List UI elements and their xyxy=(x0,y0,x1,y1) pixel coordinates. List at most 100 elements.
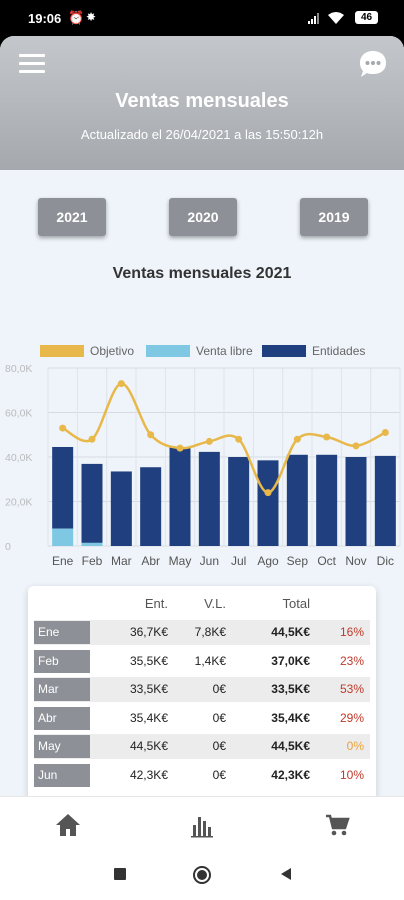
bar-entidades xyxy=(140,467,162,546)
vl-cell: 0€ xyxy=(212,767,226,782)
point-objetivo xyxy=(88,435,96,443)
bar-entidades xyxy=(316,454,338,546)
bug-icon: ✸ xyxy=(86,10,97,24)
total-cell: 37,0K€ xyxy=(271,653,310,668)
bar-entidades xyxy=(374,455,396,546)
table-row: Ene 36,7K€ 7,8K€ 44,5K€ 16% xyxy=(34,620,370,645)
point-objetivo xyxy=(293,435,301,443)
year-button-2020[interactable]: 2020 xyxy=(169,198,237,236)
vl-cell: 7,8K€ xyxy=(194,625,226,639)
total-cell: 44,5K€ xyxy=(271,625,310,639)
bar-entidades xyxy=(110,471,132,546)
legend-swatch xyxy=(40,345,84,357)
sales-chart: Objetivo Venta libre Entidades 0 20,0K 40,0K 6… xyxy=(5,344,401,568)
x-tick-label: Mar xyxy=(111,554,132,568)
table-header: Ent. V.L. Total xyxy=(28,596,376,614)
bar-entidades xyxy=(257,460,279,546)
point-objetivo xyxy=(235,435,243,443)
y-tick-label: 20,0K xyxy=(5,497,32,509)
year-button-2021[interactable]: 2021 xyxy=(38,198,106,236)
month-cell: Abr xyxy=(34,706,90,730)
month-cell: Jun xyxy=(34,763,90,787)
app-screen: Ventas mensuales Actualizado el 26/04/20… xyxy=(0,36,404,796)
total-cell: 44,5K€ xyxy=(271,739,310,753)
back-icon[interactable] xyxy=(279,867,293,881)
legend-swatch xyxy=(146,345,190,357)
header-vl: V.L. xyxy=(204,596,226,611)
system-navigation-bar xyxy=(0,854,404,900)
wifi-icon xyxy=(328,12,344,24)
point-objetivo xyxy=(205,437,213,445)
legend-label: Entidades xyxy=(312,344,365,358)
total-cell: 42,3K€ xyxy=(271,767,310,782)
battery-indicator: 46 xyxy=(355,11,378,24)
monthly-sales-table: Ent. V.L. Total Ene 36,7K€ 7,8K€ 44,5K€ 16% F… xyxy=(28,586,376,796)
header-total: Total xyxy=(282,596,310,611)
x-tick-label: Ago xyxy=(257,554,279,568)
bar-entidades xyxy=(81,463,103,543)
vl-cell: 1,4K€ xyxy=(194,653,226,668)
point-objetivo xyxy=(381,429,389,437)
last-updated-text: Actualizado el 26/04/2021 a las 15:50:12… xyxy=(80,127,324,142)
vl-cell: 0€ xyxy=(212,739,226,753)
point-objetivo xyxy=(117,380,125,388)
table-row: Feb 35,5K€ 1,4K€ 37,0K€ 23% xyxy=(34,649,370,674)
bar-entidades xyxy=(198,451,220,546)
y-tick-label: 80,0K xyxy=(5,363,32,375)
x-tick-label: Oct xyxy=(317,554,336,568)
point-objetivo xyxy=(352,442,360,450)
hamburger-menu-icon[interactable] xyxy=(19,54,45,74)
cart-icon[interactable] xyxy=(323,811,351,839)
header: Ventas mensuales Actualizado el 26/04/20… xyxy=(0,36,404,170)
point-objetivo xyxy=(176,444,184,452)
legend-label: Venta libre xyxy=(196,344,253,358)
point-objetivo xyxy=(323,433,331,441)
total-cell: 33,5K€ xyxy=(271,682,310,696)
ent-cell: 35,4K€ xyxy=(129,710,168,725)
month-cell: Feb xyxy=(34,649,90,673)
bar-entidades xyxy=(286,454,308,546)
x-tick-label: Nov xyxy=(345,554,366,568)
table-row: Jun 42,3K€ 0€ 42,3K€ 10% xyxy=(34,763,370,788)
month-cell: Ene xyxy=(34,621,90,644)
status-time: 19:06 xyxy=(28,11,62,26)
chat-bubble-icon[interactable] xyxy=(358,49,388,79)
x-tick-label: Jun xyxy=(200,554,219,568)
bar-entidades xyxy=(228,457,250,546)
x-tick-label: Dic xyxy=(377,554,394,568)
point-objetivo xyxy=(264,489,272,497)
year-button-2019[interactable]: 2019 xyxy=(300,198,368,236)
bar-venta-libre xyxy=(81,542,103,546)
percent-cell: 23% xyxy=(339,653,364,668)
bar-entidades xyxy=(52,446,74,529)
x-tick-label: Sep xyxy=(287,554,309,568)
ent-cell: 44,5K€ xyxy=(129,739,168,753)
bar-entidades xyxy=(169,446,191,546)
percent-cell: 10% xyxy=(339,767,364,782)
percent-cell: 29% xyxy=(339,710,364,725)
ent-cell: 35,5K€ xyxy=(129,653,168,668)
home-icon[interactable] xyxy=(54,811,82,839)
home-circle-icon[interactable] xyxy=(192,865,212,885)
month-cell: May xyxy=(34,735,90,758)
recent-apps-icon[interactable] xyxy=(113,867,127,881)
vl-cell: 0€ xyxy=(212,710,226,725)
x-tick-label: Ene xyxy=(52,554,74,568)
bar-venta-libre xyxy=(52,528,74,546)
table-row: Mar 33,5K€ 0€ 33,5K€ 53% xyxy=(34,677,370,702)
alarm-icon: ⏰ xyxy=(68,10,85,25)
month-cell: Mar xyxy=(34,678,90,701)
point-objetivo xyxy=(59,424,67,432)
x-tick-label: Jul xyxy=(231,554,246,568)
ent-cell: 36,7K€ xyxy=(129,625,168,639)
ent-cell: 42,3K€ xyxy=(129,767,168,782)
percent-cell: 0% xyxy=(346,739,364,753)
bar-chart-icon[interactable] xyxy=(189,811,217,839)
table-row: May 44,5K€ 0€ 44,5K€ 0% xyxy=(34,734,370,759)
y-tick-label: 0 xyxy=(5,541,11,553)
y-tick-label: 60,0K xyxy=(5,408,32,420)
signal-icon xyxy=(308,13,319,24)
y-tick-label: 40,0K xyxy=(5,452,32,464)
percent-cell: 53% xyxy=(339,682,364,696)
total-cell: 35,4K€ xyxy=(271,710,310,725)
